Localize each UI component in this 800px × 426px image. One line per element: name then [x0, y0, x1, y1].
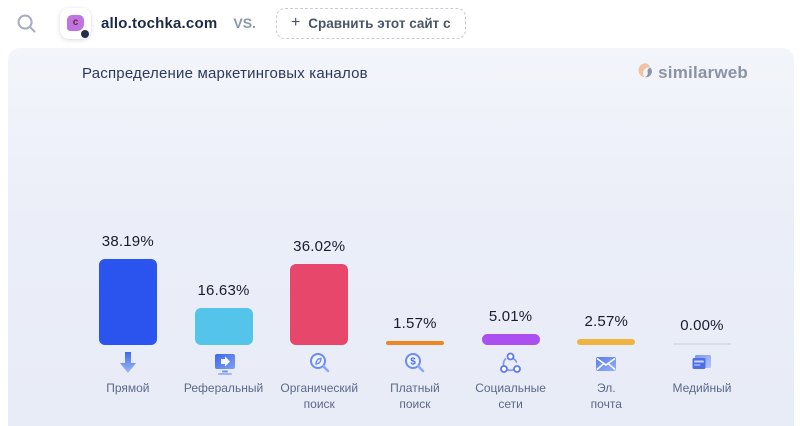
channel-label: Медийный — [672, 381, 732, 395]
channel-column-display-ads: 0.00% Медийный — [654, 48, 750, 426]
similarweb-swirl-icon — [637, 62, 654, 84]
channel-label: Эл. почта — [590, 381, 622, 411]
topbar: c allo.tochka.com VS. + Сравнить этот са… — [0, 0, 800, 46]
organic-search-icon — [306, 350, 333, 377]
channel-value: 16.63% — [197, 282, 250, 299]
svg-text:$: $ — [411, 357, 417, 368]
channel-bar-organic-search[interactable] — [290, 264, 349, 345]
channel-value: 36.02% — [293, 238, 346, 255]
site-favicon: c — [60, 7, 91, 39]
channel-bar-paid-search[interactable] — [385, 341, 444, 345]
channel-label: Платный поиск — [390, 381, 440, 411]
channel-value: 5.01% — [488, 308, 533, 325]
display-ads-icon — [688, 350, 715, 377]
channel-bar-referral[interactable] — [194, 308, 253, 345]
channel-column-email: 2.57% Эл. почта — [558, 48, 654, 426]
channel-value: 1.57% — [393, 315, 437, 332]
channel-bar-social[interactable] — [481, 334, 540, 345]
search-icon[interactable] — [14, 11, 38, 35]
channel-label: Прямой — [106, 381, 150, 395]
favicon-letter: c — [67, 15, 84, 31]
social-network-icon — [497, 350, 524, 377]
compare-site-button[interactable]: + Сравнить этот сайт с — [275, 7, 466, 39]
channel-bar-direct[interactable] — [98, 259, 157, 345]
channel-value: 2.57% — [584, 313, 629, 330]
channel-value: 38.19% — [101, 233, 154, 250]
similarweb-wordmark: similarweb — [658, 63, 748, 82]
channel-label: Органический поиск — [280, 381, 359, 411]
channel-bar-email[interactable] — [577, 339, 636, 345]
referral-monitor-icon — [210, 350, 237, 377]
channels-bar-chart: 38.19% Прямой 16.63% — [80, 48, 750, 426]
favicon-dot — [81, 29, 89, 38]
card-header: Распределение маркетинговых каналов simi… — [82, 61, 748, 85]
channel-column-organic-search: 36.02% Органический поиск — [271, 48, 367, 426]
paid-search-icon: $ — [401, 350, 428, 377]
email-icon — [593, 350, 620, 377]
channel-value: 0.00% — [680, 317, 724, 334]
site-domain: allo.tochka.com — [101, 14, 218, 32]
channel-column-paid-search: 1.57% $ Платный поиск — [367, 48, 463, 426]
marketing-channels-card: Распределение маркетинговых каналов simi… — [8, 48, 794, 426]
vs-label: VS. — [233, 15, 256, 31]
channel-label: Реферальный — [183, 381, 264, 395]
channel-bar-display-ads[interactable] — [672, 343, 731, 345]
direct-arrow-icon — [114, 350, 141, 377]
channel-column-social: 5.01% Социальные сети — [463, 48, 559, 426]
card-title: Распределение маркетинговых каналов — [82, 64, 368, 82]
site-chip[interactable]: c allo.tochka.com — [60, 7, 218, 39]
compare-button-label: Сравнить этот сайт с — [308, 15, 451, 31]
channel-label: Социальные сети — [475, 381, 546, 411]
similarweb-logo[interactable]: similarweb — [637, 62, 748, 84]
channel-column-referral: 16.63% Реферальный — [176, 48, 272, 426]
channel-column-direct: 38.19% Прямой — [80, 48, 176, 426]
plus-icon: + — [290, 14, 301, 31]
